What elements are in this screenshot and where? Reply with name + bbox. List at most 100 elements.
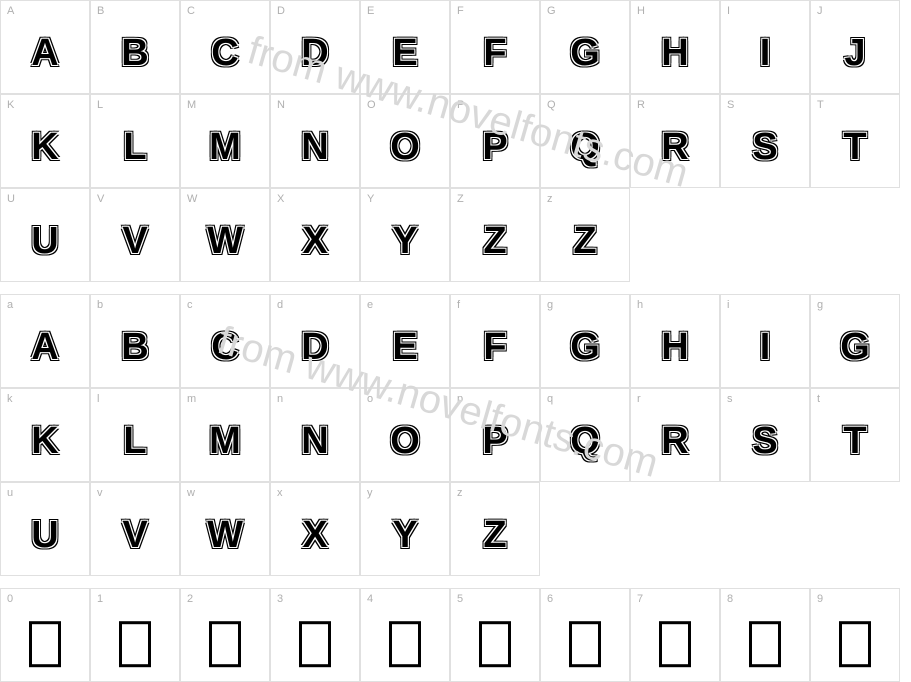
cell-label: 3 <box>277 593 283 605</box>
glyph-cell[interactable]: eE <box>360 294 450 388</box>
glyph-cell[interactable]: uU <box>0 482 90 576</box>
cell-label: v <box>97 487 103 499</box>
cell-label: I <box>727 5 730 17</box>
cell-label: M <box>187 99 196 111</box>
glyph-cell[interactable]: rR <box>630 388 720 482</box>
glyph-cell[interactable]: zZ <box>540 188 630 282</box>
glyph-cell[interactable]: XX <box>270 188 360 282</box>
glyph-cell[interactable]: lL <box>90 388 180 482</box>
missing-glyph-box <box>119 621 151 667</box>
glyph-cell[interactable]: PP <box>450 94 540 188</box>
cell-label: C <box>187 5 195 17</box>
glyph-cell[interactable]: MM <box>180 94 270 188</box>
glyph-cell[interactable]: QQ <box>540 94 630 188</box>
glyph-cell[interactable]: WW <box>180 188 270 282</box>
cell-label: u <box>7 487 13 499</box>
glyph-grid-section: aAbBcCdDeEfFgGhHiIgGkKlLmMnNoOpPqQrRsStT… <box>0 294 911 576</box>
glyph-cell[interactable]: qQ <box>540 388 630 482</box>
glyph-display: T <box>843 420 866 463</box>
cell-label: P <box>457 99 464 111</box>
glyph-cell[interactable]: VV <box>90 188 180 282</box>
cell-label: 6 <box>547 593 553 605</box>
glyph-cell[interactable]: TT <box>810 94 900 188</box>
glyph-display: C <box>211 326 238 369</box>
glyph-cell[interactable]: aA <box>0 294 90 388</box>
glyph-cell[interactable]: DD <box>270 0 360 94</box>
glyph-cell[interactable]: UU <box>0 188 90 282</box>
glyph-cell <box>720 188 810 282</box>
glyph-cell <box>630 188 720 282</box>
glyph-display: W <box>207 220 243 263</box>
glyph-cell[interactable]: KK <box>0 94 90 188</box>
cell-label: Q <box>547 99 556 111</box>
glyph-cell[interactable]: BB <box>90 0 180 94</box>
cell-label: z <box>547 193 553 205</box>
glyph-cell[interactable]: pP <box>450 388 540 482</box>
glyph-cell[interactable]: II <box>720 0 810 94</box>
glyph-display: G <box>570 326 600 369</box>
glyph-display: M <box>209 420 241 463</box>
cell-label: G <box>547 5 556 17</box>
cell-label: J <box>817 5 823 17</box>
glyph-cell[interactable]: NN <box>270 94 360 188</box>
glyph-cell[interactable]: JJ <box>810 0 900 94</box>
glyph-cell[interactable]: CC <box>180 0 270 94</box>
glyph-cell[interactable]: oO <box>360 388 450 482</box>
glyph-cell[interactable]: RR <box>630 94 720 188</box>
glyph-display: N <box>301 126 328 169</box>
glyph-display: R <box>661 420 688 463</box>
glyph-cell[interactable]: yY <box>360 482 450 576</box>
glyph-display: K <box>31 126 58 169</box>
glyph-display: C <box>211 32 238 75</box>
cell-label: h <box>637 299 643 311</box>
glyph-cell[interactable]: mM <box>180 388 270 482</box>
glyph-display: E <box>392 326 417 369</box>
cell-label: 4 <box>367 593 373 605</box>
cell-label: o <box>367 393 373 405</box>
glyph-cell[interactable]: EE <box>360 0 450 94</box>
glyph-cell[interactable]: FF <box>450 0 540 94</box>
glyph-cell[interactable]: AA <box>0 0 90 94</box>
glyph-display: S <box>752 420 777 463</box>
glyph-cell[interactable]: ZZ <box>450 188 540 282</box>
glyph-cell[interactable]: tT <box>810 388 900 482</box>
glyph-cell[interactable]: bB <box>90 294 180 388</box>
glyph-cell[interactable]: vV <box>90 482 180 576</box>
glyph-cell[interactable]: gG <box>810 294 900 388</box>
missing-glyph-box <box>749 621 781 667</box>
glyph-display: L <box>123 420 146 463</box>
cell-label: X <box>277 193 284 205</box>
cell-label: m <box>187 393 196 405</box>
glyph-cell[interactable]: gG <box>540 294 630 388</box>
glyph-cell <box>540 482 630 576</box>
glyph-cell[interactable]: OO <box>360 94 450 188</box>
glyph-cell[interactable]: kK <box>0 388 90 482</box>
cell-label: O <box>367 99 376 111</box>
glyph-cell[interactable]: GG <box>540 0 630 94</box>
glyph-cell[interactable]: hH <box>630 294 720 388</box>
glyph-cell[interactable]: sS <box>720 388 810 482</box>
cell-label: 5 <box>457 593 463 605</box>
glyph-cell[interactable]: fF <box>450 294 540 388</box>
glyph-cell <box>810 482 900 576</box>
glyph-cell[interactable]: HH <box>630 0 720 94</box>
glyph-cell[interactable]: nN <box>270 388 360 482</box>
cell-label: B <box>97 5 104 17</box>
cell-label: x <box>277 487 283 499</box>
glyph-cell[interactable]: LL <box>90 94 180 188</box>
glyph-cell[interactable]: zZ <box>450 482 540 576</box>
cell-label: D <box>277 5 285 17</box>
glyph-cell[interactable]: dD <box>270 294 360 388</box>
cell-label: n <box>277 393 283 405</box>
glyph-cell[interactable]: YY <box>360 188 450 282</box>
glyph-display: X <box>302 514 327 557</box>
missing-glyph-box <box>299 621 331 667</box>
glyph-cell[interactable]: cC <box>180 294 270 388</box>
cell-label: E <box>367 5 374 17</box>
glyph-cell[interactable]: wW <box>180 482 270 576</box>
glyph-display: B <box>121 326 148 369</box>
glyph-display: F <box>483 32 506 75</box>
glyph-cell[interactable]: SS <box>720 94 810 188</box>
glyph-cell[interactable]: iI <box>720 294 810 388</box>
glyph-cell[interactable]: xX <box>270 482 360 576</box>
